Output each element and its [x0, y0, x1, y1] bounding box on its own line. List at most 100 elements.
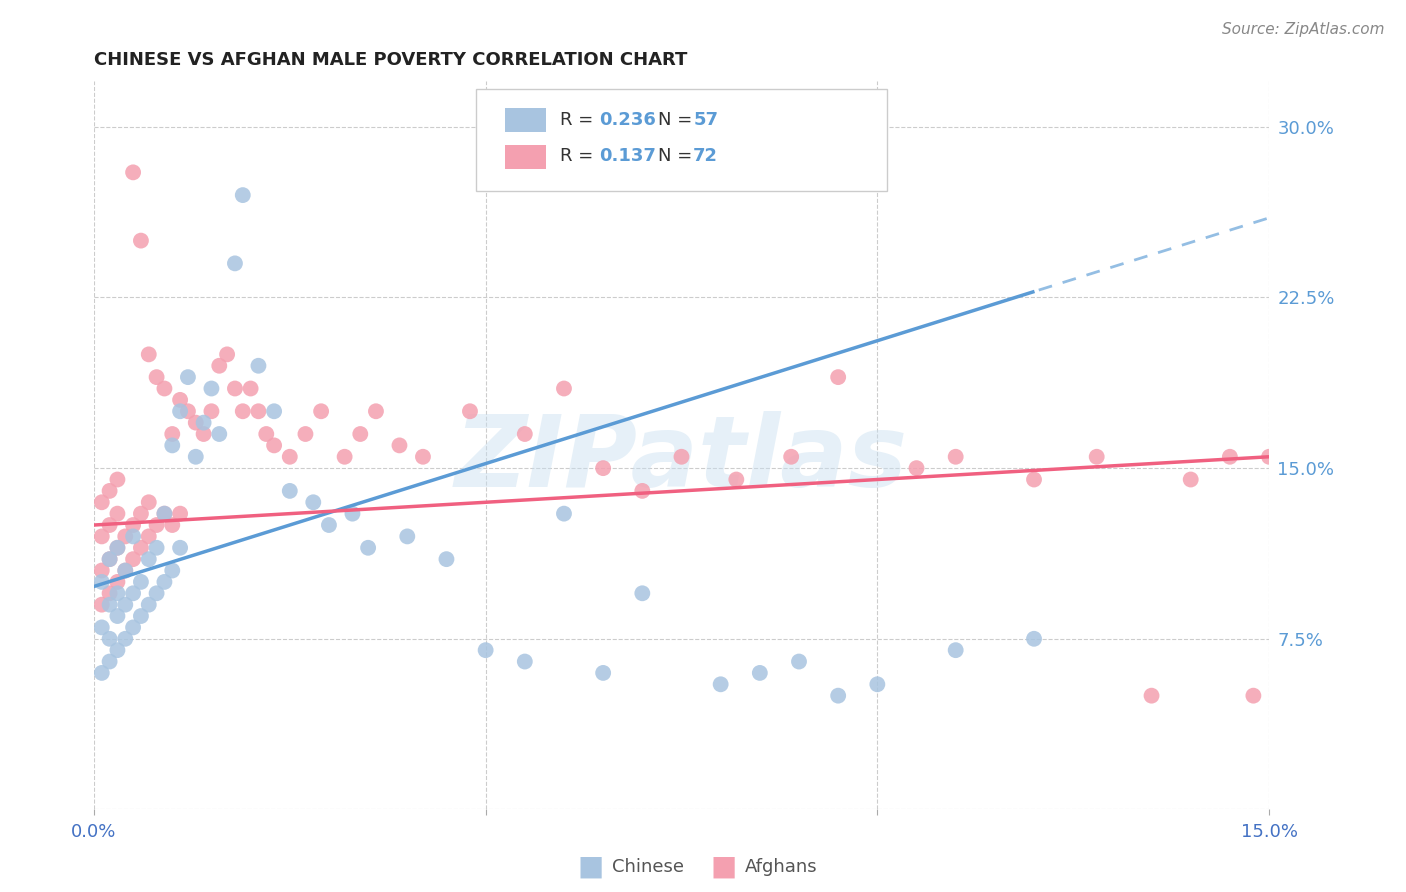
Point [945, 643, 967, 657]
Point [184, 416, 207, 430]
FancyBboxPatch shape [505, 108, 547, 132]
Point [107, 541, 129, 555]
Point [193, 427, 215, 442]
Text: Source: ZipAtlas.com: Source: ZipAtlas.com [1222, 22, 1385, 37]
Point [263, 404, 285, 418]
Point [169, 392, 191, 407]
Point [90, 620, 112, 634]
Point [342, 507, 364, 521]
Point [1085, 450, 1108, 464]
Text: N =: N = [658, 147, 697, 165]
Point [138, 529, 160, 543]
Point [90, 574, 112, 589]
Point [254, 427, 277, 442]
Point [302, 495, 325, 509]
Text: CHINESE VS AFGHAN MALE POVERTY CORRELATION CHART: CHINESE VS AFGHAN MALE POVERTY CORRELATI… [94, 51, 688, 69]
Point [1140, 689, 1163, 703]
Point [90, 529, 112, 543]
Point [169, 507, 191, 521]
Point [122, 586, 145, 600]
Point [631, 586, 654, 600]
Point [513, 655, 536, 669]
Point [1258, 450, 1281, 464]
Point [90, 495, 112, 509]
Point [200, 382, 222, 396]
Text: N =: N = [658, 111, 697, 129]
Point [114, 598, 136, 612]
Point [162, 427, 184, 442]
Point [1274, 689, 1296, 703]
Point [184, 450, 207, 464]
Point [98, 552, 121, 566]
Point [1022, 632, 1045, 646]
Point [513, 427, 536, 442]
Point [90, 564, 112, 578]
Point [349, 427, 371, 442]
Point [945, 450, 967, 464]
Text: 0.137: 0.137 [599, 147, 657, 165]
Point [224, 382, 246, 396]
Text: ZIPatlas: ZIPatlas [456, 411, 908, 508]
Point [114, 632, 136, 646]
Point [129, 574, 152, 589]
Point [436, 552, 458, 566]
Point [278, 450, 301, 464]
Point [107, 473, 129, 487]
Point [129, 609, 152, 624]
Point [122, 552, 145, 566]
Point [592, 461, 614, 475]
Point [107, 609, 129, 624]
Point [412, 450, 434, 464]
Point [162, 438, 184, 452]
Text: R =: R = [561, 147, 599, 165]
Point [827, 370, 849, 384]
Point [1336, 450, 1358, 464]
Point [1219, 450, 1241, 464]
Point [309, 404, 332, 418]
Point [98, 598, 121, 612]
FancyBboxPatch shape [505, 145, 547, 169]
Point [787, 655, 810, 669]
Point [145, 541, 167, 555]
Point [388, 438, 411, 452]
Point [631, 483, 654, 498]
Text: ■: ■ [578, 853, 603, 881]
Point [138, 598, 160, 612]
Text: 57: 57 [693, 111, 718, 129]
Point [592, 665, 614, 680]
Point [114, 564, 136, 578]
Point [1241, 689, 1264, 703]
Point [98, 518, 121, 533]
Point [122, 518, 145, 533]
Point [866, 677, 889, 691]
Point [294, 427, 316, 442]
Point [725, 473, 748, 487]
Point [129, 541, 152, 555]
Point [224, 256, 246, 270]
Point [278, 483, 301, 498]
Point [169, 404, 191, 418]
Point [145, 518, 167, 533]
Point [153, 382, 176, 396]
FancyBboxPatch shape [475, 88, 887, 191]
Point [1180, 473, 1202, 487]
Point [232, 404, 254, 418]
Point [780, 450, 803, 464]
Point [98, 586, 121, 600]
Point [90, 598, 112, 612]
Point [107, 541, 129, 555]
Point [827, 689, 849, 703]
Point [107, 643, 129, 657]
Point [177, 404, 200, 418]
Point [107, 586, 129, 600]
Point [200, 404, 222, 418]
Point [333, 450, 356, 464]
Point [474, 643, 496, 657]
Point [122, 165, 145, 179]
Text: 72: 72 [693, 147, 718, 165]
Point [748, 665, 770, 680]
Point [357, 541, 380, 555]
Point [138, 347, 160, 361]
Point [263, 438, 285, 452]
Point [247, 404, 270, 418]
